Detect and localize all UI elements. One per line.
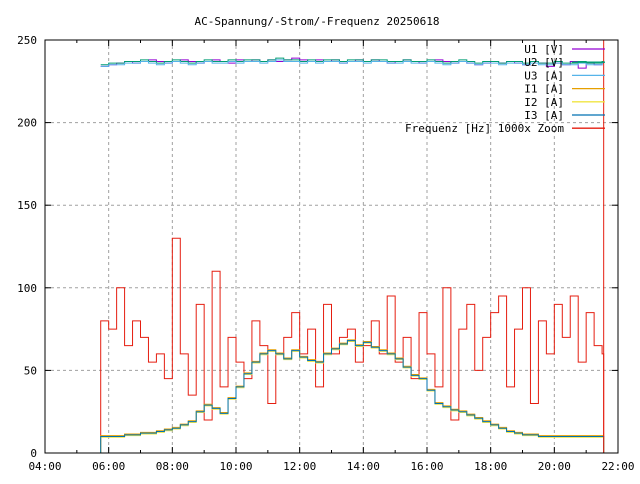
- x-tick-label: 04:00: [28, 460, 61, 473]
- x-tick-label: 20:00: [538, 460, 571, 473]
- x-tick-label: 22:00: [601, 460, 634, 473]
- y-tick-label: 50: [24, 364, 37, 377]
- y-tick-label: 150: [17, 199, 37, 212]
- series-line-5: [100, 340, 605, 453]
- axis-ticks: 04:00 06:00 08:00 10:00 12:00 14:00 16:00 18:00…: [17, 34, 634, 473]
- x-tick-label: 12:00: [283, 460, 316, 473]
- chart-title: AC-Spannung/-Strom/-Frequenz 20250618: [194, 15, 439, 28]
- legend-label: U1 [V]: [524, 43, 564, 56]
- legend-label: U2 [V]: [524, 56, 564, 69]
- y-tick-label: 0: [30, 447, 37, 460]
- legend-label: Frequenz [Hz] 1000x Zoom: [405, 122, 564, 135]
- legend-label: I2 [A]: [524, 96, 564, 109]
- x-tick-label: 18:00: [474, 460, 507, 473]
- y-tick-label: 100: [17, 282, 37, 295]
- legend-label: I1 [A]: [524, 83, 564, 96]
- x-tick-label: 14:00: [347, 460, 380, 473]
- x-tick-label: 16:00: [410, 460, 443, 473]
- series-line-4: [100, 340, 605, 453]
- legend: U1 [V]U2 [V]U3 [A]I1 [A]I2 [A]I3 [A]Freq…: [405, 43, 605, 135]
- x-tick-label: 10:00: [219, 460, 252, 473]
- x-tick-label: 08:00: [156, 460, 189, 473]
- grid: [45, 40, 618, 453]
- y-tick-label: 200: [17, 117, 37, 130]
- y-tick-label: 250: [17, 34, 37, 47]
- series-line-1: [100, 57, 604, 66]
- legend-label: I3 [A]: [524, 109, 564, 122]
- series-line-6: [100, 237, 605, 453]
- legend-label: U3 [A]: [524, 69, 564, 82]
- x-tick-label: 06:00: [92, 460, 125, 473]
- series-group: [100, 40, 605, 453]
- series-line-2: [100, 59, 604, 67]
